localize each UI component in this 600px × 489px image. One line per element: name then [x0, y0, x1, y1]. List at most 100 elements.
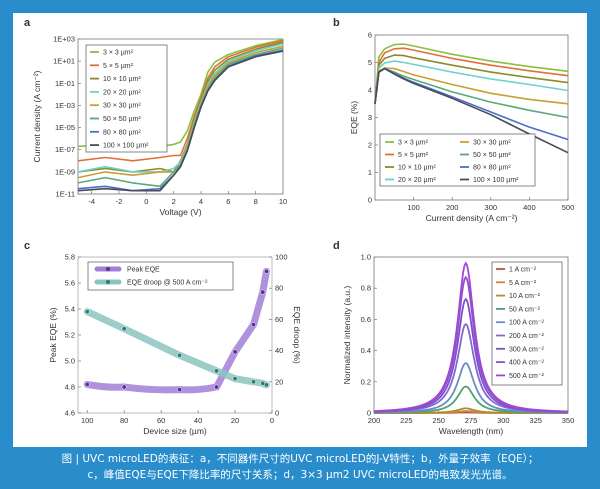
legend-marker: [106, 267, 110, 271]
y-right-tick-label: 60: [275, 315, 283, 324]
y-right-tick-label: 0: [275, 409, 279, 418]
x-tick-label: 100: [407, 203, 420, 212]
series-line: [374, 67, 569, 154]
legend-label: 20 × 20 µm²: [103, 89, 141, 96]
panel-label-b: b: [333, 17, 340, 29]
legend-label: 5 A cm⁻²: [509, 280, 537, 287]
y-tick-label: 1E-09: [55, 167, 75, 176]
legend-label: 50 × 50 µm²: [103, 116, 141, 123]
y-tick-label: 1E-11: [56, 190, 75, 199]
legend-label: 5 × 5 µm²: [103, 63, 134, 70]
x-axis-label: Current density (A cm⁻²): [426, 213, 518, 223]
legend-label: 80 × 80 µm²: [473, 165, 511, 172]
x-tick-label: 2: [172, 197, 176, 206]
y-tick-label: 1E-05: [55, 123, 75, 132]
x-tick-label: 20: [231, 416, 239, 425]
x-tick-label: 275: [465, 416, 478, 425]
data-point: [260, 289, 266, 295]
y-tick-label: 6: [368, 31, 372, 40]
y-tick-label: 5: [368, 58, 372, 67]
y-tick-label: 0.4: [361, 346, 371, 355]
data-point: [232, 376, 238, 382]
plot-frame: [77, 38, 284, 195]
y-tick-label: 0: [367, 409, 371, 418]
legend-box: [379, 133, 536, 187]
x-tick-label: 40: [194, 416, 202, 425]
series-line: [374, 60, 569, 104]
legend-label: 500 A cm⁻²: [509, 373, 544, 380]
x-axis-label: Device size (µm): [143, 426, 207, 436]
x-tick-label: 200: [446, 203, 459, 212]
y-right-tick-label: 40: [275, 346, 283, 355]
y-tick-label: 5.6: [65, 279, 75, 288]
data-point: [264, 268, 269, 274]
x-tick-label: 300: [497, 416, 510, 425]
legend-label: 10 × 10 µm²: [103, 76, 141, 83]
y-tick-label: 3: [368, 113, 372, 122]
y-tick-label: 1E-01: [55, 79, 75, 88]
x-tick-label: 325: [529, 416, 542, 425]
legend-box: [85, 44, 168, 153]
legend-label: 20 × 20 µm²: [398, 177, 436, 184]
x-tick-label: 0: [270, 416, 274, 425]
x-tick-label: 225: [400, 416, 413, 425]
legend-label: 10 × 10 µm²: [398, 165, 436, 172]
y-tick-label: 1E-07: [55, 145, 75, 154]
legend-label: 100 A cm⁻²: [509, 320, 544, 327]
y-tick-label: 4.6: [65, 409, 75, 418]
legend-label: 30 × 30 µm²: [103, 103, 141, 110]
y-tick-label: 4: [368, 86, 372, 95]
x-tick-label: 8: [254, 197, 258, 206]
y-tick-label: 0.2: [361, 377, 371, 386]
x-tick-label: 250: [432, 416, 445, 425]
legend-label: EQE droop @ 500 A cm⁻²: [127, 280, 208, 287]
x-tick-label: 200: [368, 416, 381, 425]
fit-band: [83, 267, 270, 394]
legend-label: 100 × 100 µm²: [473, 177, 519, 184]
series-line: [374, 43, 569, 104]
spectrum-line: [374, 261, 569, 413]
legend-label: 100 × 100 µm²: [103, 143, 149, 150]
legend-label: 5 × 5 µm²: [398, 152, 429, 159]
data-point: [177, 352, 183, 358]
x-tick-label: 80: [120, 416, 128, 425]
caption-line-1: 图 | UVC microLED的表征：a，不同器件尺寸的UVC microLE…: [61, 453, 539, 465]
data-point: [84, 381, 90, 387]
x-axis-label: Wavelength (nm): [439, 426, 504, 436]
x-tick-label: 6: [226, 197, 230, 206]
y-tick-label: 1: [368, 168, 372, 177]
y-tick-label: 0: [368, 196, 372, 205]
figure-caption: 图 | UVC microLED的表征：a，不同器件尺寸的UVC microLE…: [0, 451, 600, 483]
legend-label: 10 A cm⁻²: [509, 293, 541, 300]
y-tick-label: 1E-03: [55, 101, 75, 110]
data-point: [214, 368, 220, 374]
y-tick-label: 1E+01: [53, 57, 75, 66]
data-point: [121, 384, 127, 390]
caption-line-2: c，峰值EQE与EQE下降比率的尺寸关系；d，3×3 μm2 UVC micro…: [87, 469, 513, 481]
y-right-tick-label: 20: [275, 377, 283, 386]
panel-label-c: c: [24, 240, 30, 252]
legend-label: 30 × 30 µm²: [473, 140, 511, 147]
panel-label-d: d: [333, 240, 340, 252]
series-line: [77, 50, 284, 192]
x-tick-label: 350: [562, 416, 575, 425]
y-axis-label: Peak EQE (%): [48, 307, 58, 362]
y-tick-label: 5.4: [65, 305, 75, 314]
legend-label: 300 A cm⁻²: [509, 346, 544, 353]
y-tick-label: 1E+03: [53, 35, 75, 44]
legend-label: 80 × 80 µm²: [103, 129, 141, 136]
x-tick-label: 300: [485, 203, 498, 212]
legend-label: 1 A cm⁻²: [509, 267, 537, 274]
x-tick-label: 60: [157, 416, 165, 425]
x-tick-label: -4: [88, 197, 95, 206]
y-axis-label: EQE (%): [349, 101, 359, 135]
x-tick-label: 500: [562, 203, 575, 212]
x-tick-label: -2: [116, 197, 123, 206]
legend-label: 50 A cm⁻²: [509, 306, 541, 313]
data-point: [214, 384, 220, 390]
data-point: [264, 382, 269, 388]
data-point: [251, 322, 256, 328]
x-tick-label: 400: [523, 203, 536, 212]
series-line: [374, 54, 569, 104]
